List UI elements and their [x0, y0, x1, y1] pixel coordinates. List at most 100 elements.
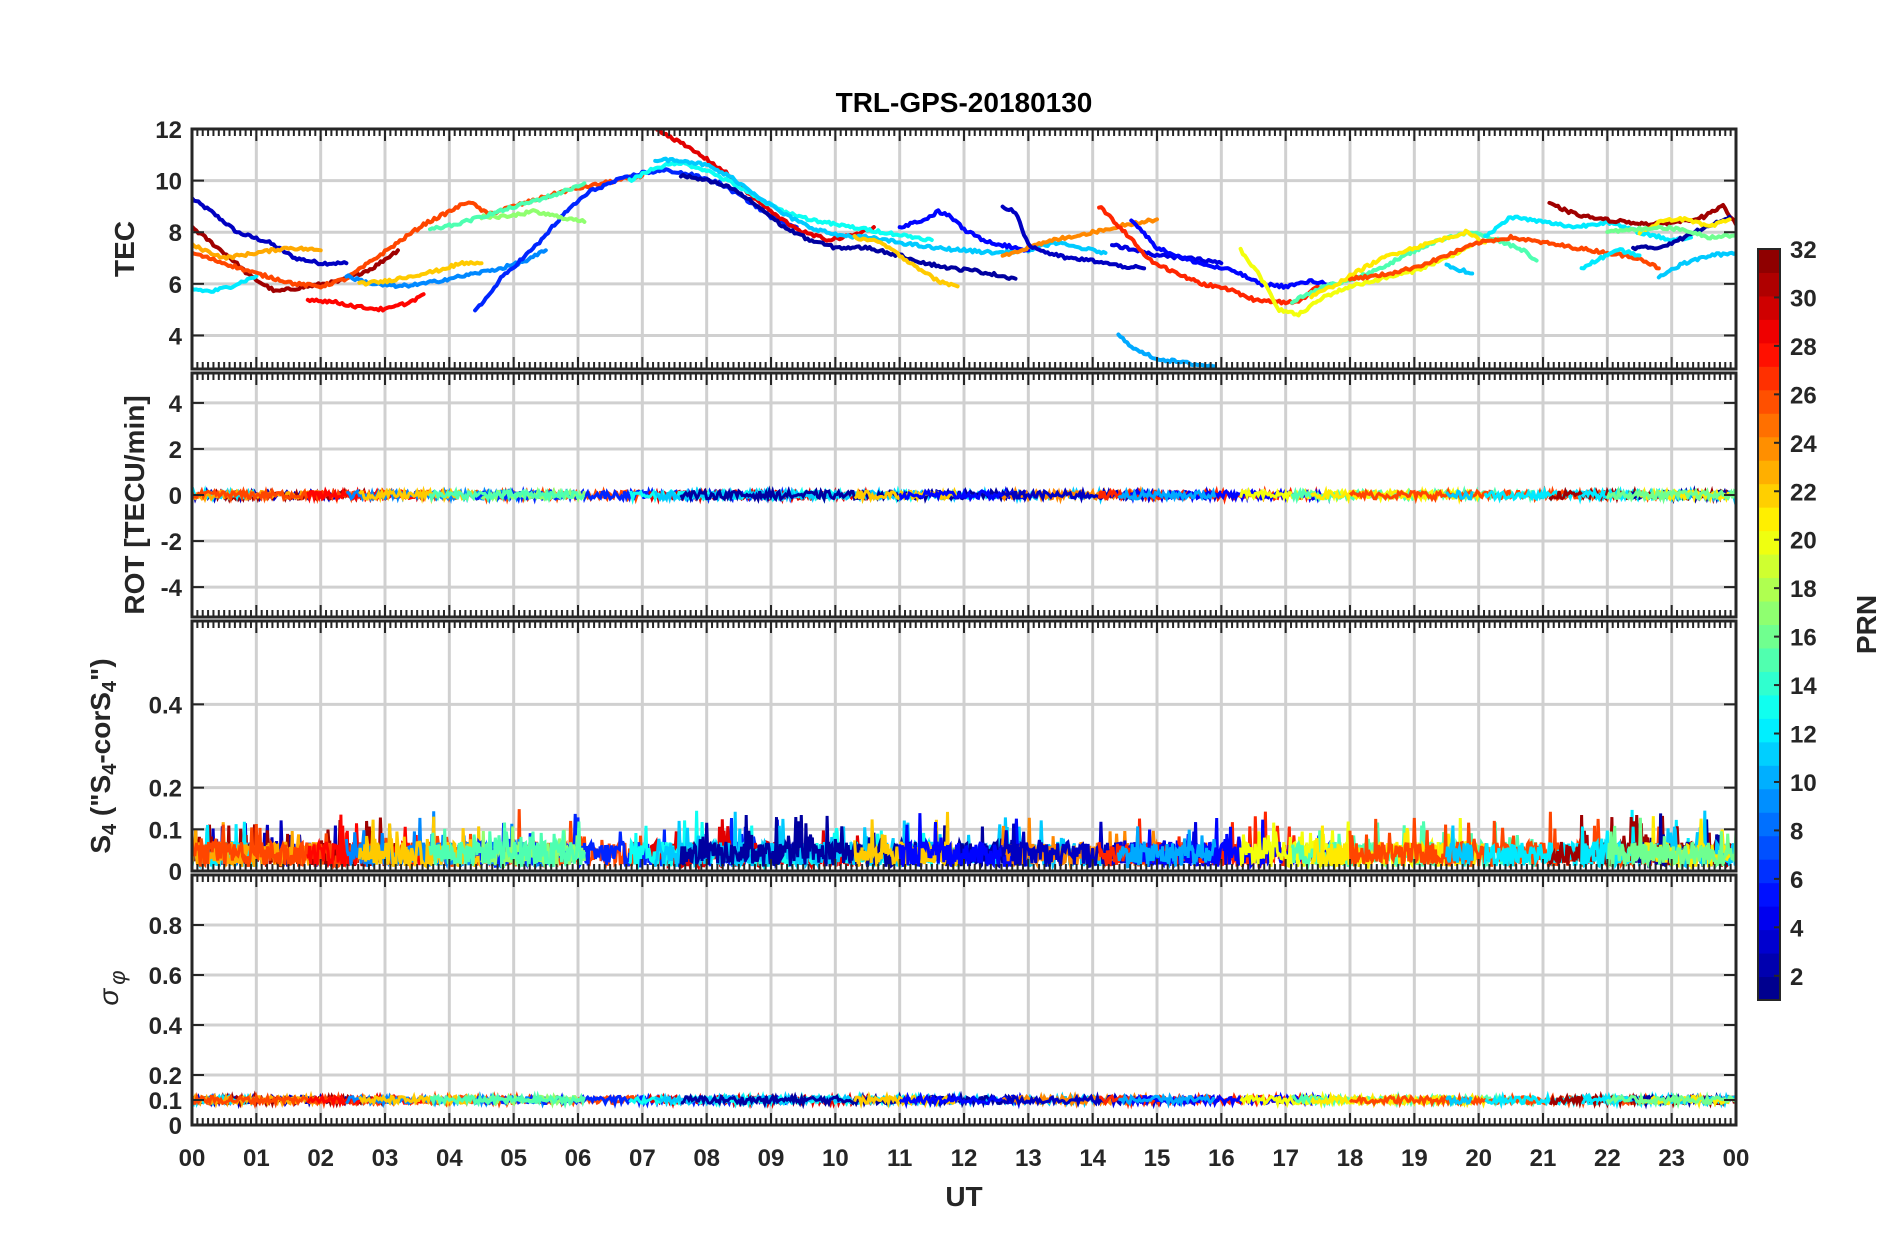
- colorbar-segment: [1758, 788, 1780, 813]
- colorbar-segment: [1758, 272, 1780, 297]
- s4-label-part: "): [85, 658, 116, 681]
- colorbar-segment: [1758, 694, 1780, 719]
- x-tick-label: 12: [951, 1145, 978, 1172]
- tec-series-prn-3: [192, 196, 349, 267]
- x-tick-label: 20: [1465, 1145, 1492, 1172]
- colorbar-tick-label: 16: [1790, 625, 1817, 652]
- x-tick-label: 07: [629, 1145, 656, 1172]
- rot-y-tick-label: 0: [169, 483, 182, 510]
- colorbar-tick-label: 20: [1790, 528, 1817, 555]
- colorbar-tick-label: 22: [1790, 479, 1817, 506]
- colorbar-segment: [1758, 249, 1780, 273]
- s4-label-subscript: 4: [99, 763, 121, 775]
- tec-series-prn-12: [192, 274, 259, 294]
- s4-y-tick-label: 0.2: [149, 776, 182, 803]
- sigma-series-prn-11: [1445, 1094, 1473, 1108]
- axes-layer: 4681012-4-202400.10.20.400.10.20.40.60.8…: [85, 117, 1749, 1172]
- colorbar-tick-label: 8: [1790, 818, 1803, 845]
- sigma-y-tick-label: 0.6: [149, 963, 182, 990]
- sigma-label-subscript: φ: [105, 970, 130, 984]
- colorbar-segment: [1758, 624, 1780, 649]
- x-tick-label: 16: [1208, 1145, 1235, 1172]
- sigma-y-tick-label: 0.4: [149, 1013, 183, 1040]
- s4-series-prn-11: [1445, 825, 1474, 867]
- tec-series-prn-21: [1637, 215, 1732, 236]
- sigma-y-tick-label: 0: [169, 1113, 182, 1140]
- sigma-series-prn-16: [1605, 1091, 1736, 1110]
- rot-y-tick-label: -4: [161, 575, 183, 602]
- rot-series-group: [192, 485, 1736, 505]
- colorbar-segment: [1758, 741, 1780, 766]
- colorbar-tick-label: 30: [1790, 285, 1817, 312]
- rot-series-prn-10: [1117, 486, 1217, 503]
- tec-series-prn-12: [1579, 247, 1642, 271]
- x-axis-label: UT: [945, 1181, 982, 1212]
- sigma-series-prn-15: [429, 1090, 586, 1109]
- colorbar-segment: [1758, 507, 1780, 532]
- colorbar-segment: [1758, 671, 1780, 696]
- colorbar-segment: [1758, 554, 1780, 579]
- chart-title: TRL-GPS-20180130: [836, 87, 1093, 118]
- colorbar-tick-label: 18: [1790, 576, 1817, 603]
- colorbar-label: PRN: [1851, 595, 1882, 654]
- s4-label-part: ("S: [85, 775, 116, 824]
- tec-series-prn-11: [653, 156, 1108, 256]
- x-tick-label: 13: [1015, 1145, 1042, 1172]
- rot-series-prn-11: [1445, 489, 1474, 501]
- colorbar-segment: [1758, 929, 1780, 954]
- colorbar-tick-label: 10: [1790, 770, 1817, 797]
- x-tick-label: 08: [693, 1145, 720, 1172]
- tec-y-tick-label: 4: [169, 323, 183, 350]
- x-tick-label: 02: [307, 1145, 334, 1172]
- sigma-series-prn-10: [1117, 1092, 1215, 1109]
- colorbar-segment: [1758, 835, 1780, 860]
- colorbar-segment: [1758, 882, 1780, 907]
- s4-label-part: -corS: [85, 692, 116, 764]
- rot-series-prn-16: [1605, 485, 1736, 505]
- sigma-series-prn-22: [358, 1091, 483, 1108]
- tec-y-tick-label: 10: [155, 169, 182, 196]
- colorbar-segment: [1758, 483, 1780, 508]
- colorbar-tick-label: 26: [1790, 382, 1817, 409]
- tec-series-prn-2: [678, 172, 1018, 281]
- tec-series-prn-22: [852, 234, 960, 289]
- tec-series-prn-16: [1605, 224, 1736, 241]
- colorbar-segment: [1758, 342, 1780, 367]
- x-tick-label: 18: [1337, 1145, 1364, 1172]
- tec-series-prn-22: [357, 260, 484, 287]
- colorbar-segment: [1758, 577, 1780, 602]
- tec-series-prn-4: [1110, 242, 1224, 266]
- x-tick-label: 23: [1658, 1145, 1685, 1172]
- tec-series-prn-31: [192, 224, 400, 294]
- sigma-label-main: σ: [93, 988, 124, 1006]
- colorbar-segment: [1758, 718, 1780, 743]
- colorbar-segment: [1758, 436, 1780, 461]
- tec-series-prn-3: [1000, 204, 1147, 271]
- colorbar-segment: [1758, 812, 1780, 837]
- sigma-y-tick-label: 0.8: [149, 913, 182, 940]
- sigma-series-prn-5: [1129, 1091, 1333, 1109]
- tec-series-prn-11: [1656, 250, 1736, 280]
- x-tick-label: 09: [758, 1145, 785, 1172]
- colorbar-tick-label: 14: [1790, 673, 1817, 700]
- tec-series-prn-31: [1547, 200, 1736, 228]
- tec-y-axis-label: TEC: [109, 221, 140, 277]
- tec-y-tick-label: 6: [169, 272, 182, 299]
- x-tick-label: 17: [1272, 1145, 1299, 1172]
- colorbar-segment: [1758, 647, 1780, 672]
- rot-y-tick-label: 4: [169, 391, 183, 418]
- colorbar-tick-label: 6: [1790, 867, 1803, 894]
- colorbar-segment: [1758, 366, 1780, 391]
- colorbar-segment: [1758, 389, 1780, 414]
- x-tick-label: 15: [1144, 1145, 1171, 1172]
- x-tick-label: 00: [179, 1145, 206, 1172]
- rot-y-tick-label: 2: [169, 437, 182, 464]
- colorbar-frame: [1757, 248, 1781, 1001]
- s4-y-tick-label: 0.4: [149, 692, 183, 719]
- sigma-y-tick-label: 0.1: [149, 1088, 182, 1115]
- rot-series-prn-15: [428, 486, 586, 504]
- s4-series-group: [192, 809, 1736, 871]
- s4-series-prn-22: [853, 811, 960, 870]
